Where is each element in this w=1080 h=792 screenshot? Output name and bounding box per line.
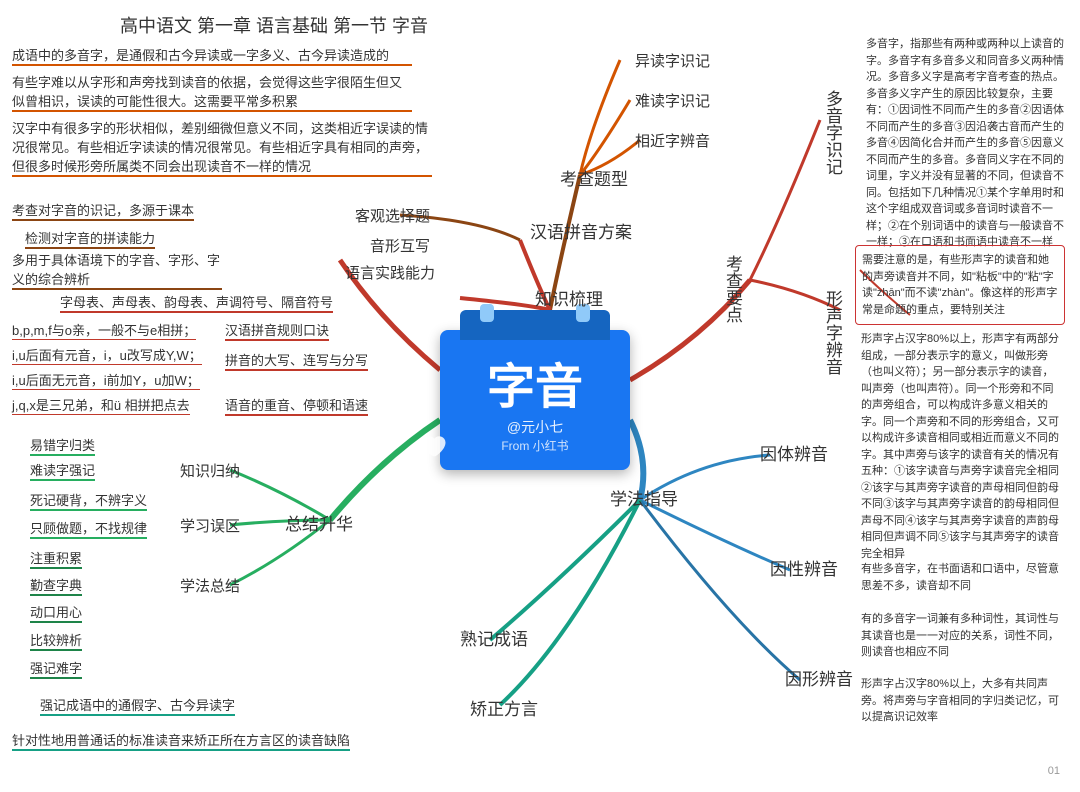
leaf-g6: 勤查字典 bbox=[30, 575, 82, 596]
leaf-g4: 只顾做题，不找规律 bbox=[30, 518, 147, 539]
branch-multi: 多音字识记 bbox=[820, 90, 845, 175]
branch-yinxing2: 因形辨音 bbox=[785, 665, 853, 690]
center-title: 字音 bbox=[487, 347, 583, 417]
leaf-l8: 汉语拼音规则口诀 bbox=[225, 320, 329, 341]
leaf-l2: 有些字难以从字形和声旁找到读音的依据，会觉得这些字很陌生但又似曾相识，误读的可能… bbox=[12, 72, 412, 112]
center-sub: @元小七 bbox=[507, 417, 563, 437]
branch-yidu: 异读字识记 bbox=[635, 50, 710, 71]
branch-guina: 知识归纳 bbox=[180, 460, 240, 481]
leaf-g2: 难读字强记 bbox=[30, 460, 95, 481]
branch-wuqu: 学习误区 bbox=[180, 515, 240, 536]
branch-guide: 学法指导 bbox=[610, 485, 678, 510]
textbox-t4: 有些多音字，在书面语和口语中，尽管意思差不多，读音却不同 bbox=[855, 555, 1065, 600]
rule-r4: j,q,x是三兄弟，和ü 相拼把点去 bbox=[12, 395, 190, 415]
page-header: 高中语文 第一章 语言基础 第一节 字音 bbox=[120, 12, 428, 38]
branch-shijian: 语言实践能力 bbox=[345, 262, 435, 283]
branch-yinti: 因体辨音 bbox=[760, 440, 828, 465]
branch-exam: 考查要点 bbox=[720, 255, 745, 323]
branch-review: 知识梳理 bbox=[535, 285, 603, 310]
rule-r2: i,u后面有元音，i，u改写成Y,W； bbox=[12, 345, 202, 365]
leaf-b2: 针对性地用普通话的标准读音来矫正所在方言区的读音缺陷 bbox=[12, 730, 350, 751]
center-node: 字音 @元小七 From 小红书 bbox=[440, 330, 630, 470]
leaf-l9: 拼音的大写、连写与分写 bbox=[225, 350, 368, 371]
leaf-g8: 比较辨析 bbox=[30, 630, 82, 651]
branch-hard: 难读字识记 bbox=[635, 90, 710, 111]
leaf-g9: 强记难字 bbox=[30, 658, 82, 679]
leaf-g3: 死记硬背，不辨字义 bbox=[30, 490, 147, 511]
page-number: 01 bbox=[1048, 765, 1060, 777]
leaf-l6: 多用于具体语境下的字音、字形、字义的综合辨析 bbox=[12, 250, 222, 290]
rule-r3: i,u后面无元音，i前加Y，u加W； bbox=[12, 370, 200, 390]
leaf-b1: 强记成语中的通假字、古今异读字 bbox=[40, 695, 235, 716]
textbox-t2: 需要注意的是，有些形声字的读音和她的声旁读音并不同，如"粘板"中的"粘"字读"z… bbox=[855, 245, 1065, 325]
branch-yinxing: 因性辨音 bbox=[770, 555, 838, 580]
leaf-l4: 考查对字音的识记，多源于课本 bbox=[12, 200, 194, 221]
rule-r1: b,p,m,f与o亲，一般不与e相拼； bbox=[12, 320, 196, 340]
leaf-l1: 成语中的多音字，是通假和古今异读或一字多义、古今异读造成的 bbox=[12, 45, 412, 66]
leaf-l3: 汉字中有很多字的形状相似，差别细微但意义不同，这类相近字误读的情况很常见。有些相… bbox=[12, 118, 432, 177]
branch-near: 相近字辨音 bbox=[635, 130, 710, 151]
branch-pinyin: 汉语拼音方案 bbox=[530, 218, 632, 243]
center-sub2: From 小红书 bbox=[501, 437, 568, 454]
leaf-l7: 字母表、声母表、韵母表、声调符号、隔音符号 bbox=[60, 292, 333, 313]
branch-xuefa: 学法总结 bbox=[180, 575, 240, 596]
textbox-t5: 有的多音字一词兼有多种词性，其词性与其读音也是一一对应的关系，词性不同，则读音也… bbox=[855, 605, 1065, 667]
leaf-g7: 动口用心 bbox=[30, 602, 82, 623]
branch-chengyu: 熟记成语 bbox=[460, 625, 528, 650]
textbox-t6: 形声字占汉字80%以上，大多有共同声旁。将声旁与字音相同的字归类记忆，可以提高识… bbox=[855, 670, 1065, 732]
branch-obj: 客观选择题 bbox=[355, 205, 430, 226]
branch-type: 考查题型 bbox=[560, 165, 628, 190]
textbox-t1: 多音字，指那些有两种或两种以上读音的字。多音字有多音多义和同音多义两种情况。多音… bbox=[860, 30, 1070, 257]
textbox-t3: 形声字占汉字80%以上，形声字有两部分组成，一部分表示字的意义，叫做形旁（也叫义… bbox=[855, 325, 1070, 568]
branch-summary: 总结升华 bbox=[285, 510, 353, 535]
branch-phono: 形声字辨音 bbox=[820, 290, 845, 375]
leaf-g5: 注重积累 bbox=[30, 548, 82, 569]
branch-xingyin: 音形互写 bbox=[370, 235, 430, 256]
leaf-l10: 语音的重音、停顿和语速 bbox=[225, 395, 368, 416]
heart-icon bbox=[418, 430, 448, 460]
leaf-g1: 易错字归类 bbox=[30, 435, 95, 456]
leaf-l5: 检测对字音的拼读能力 bbox=[25, 228, 155, 249]
branch-fangyan: 矫正方言 bbox=[470, 695, 538, 720]
